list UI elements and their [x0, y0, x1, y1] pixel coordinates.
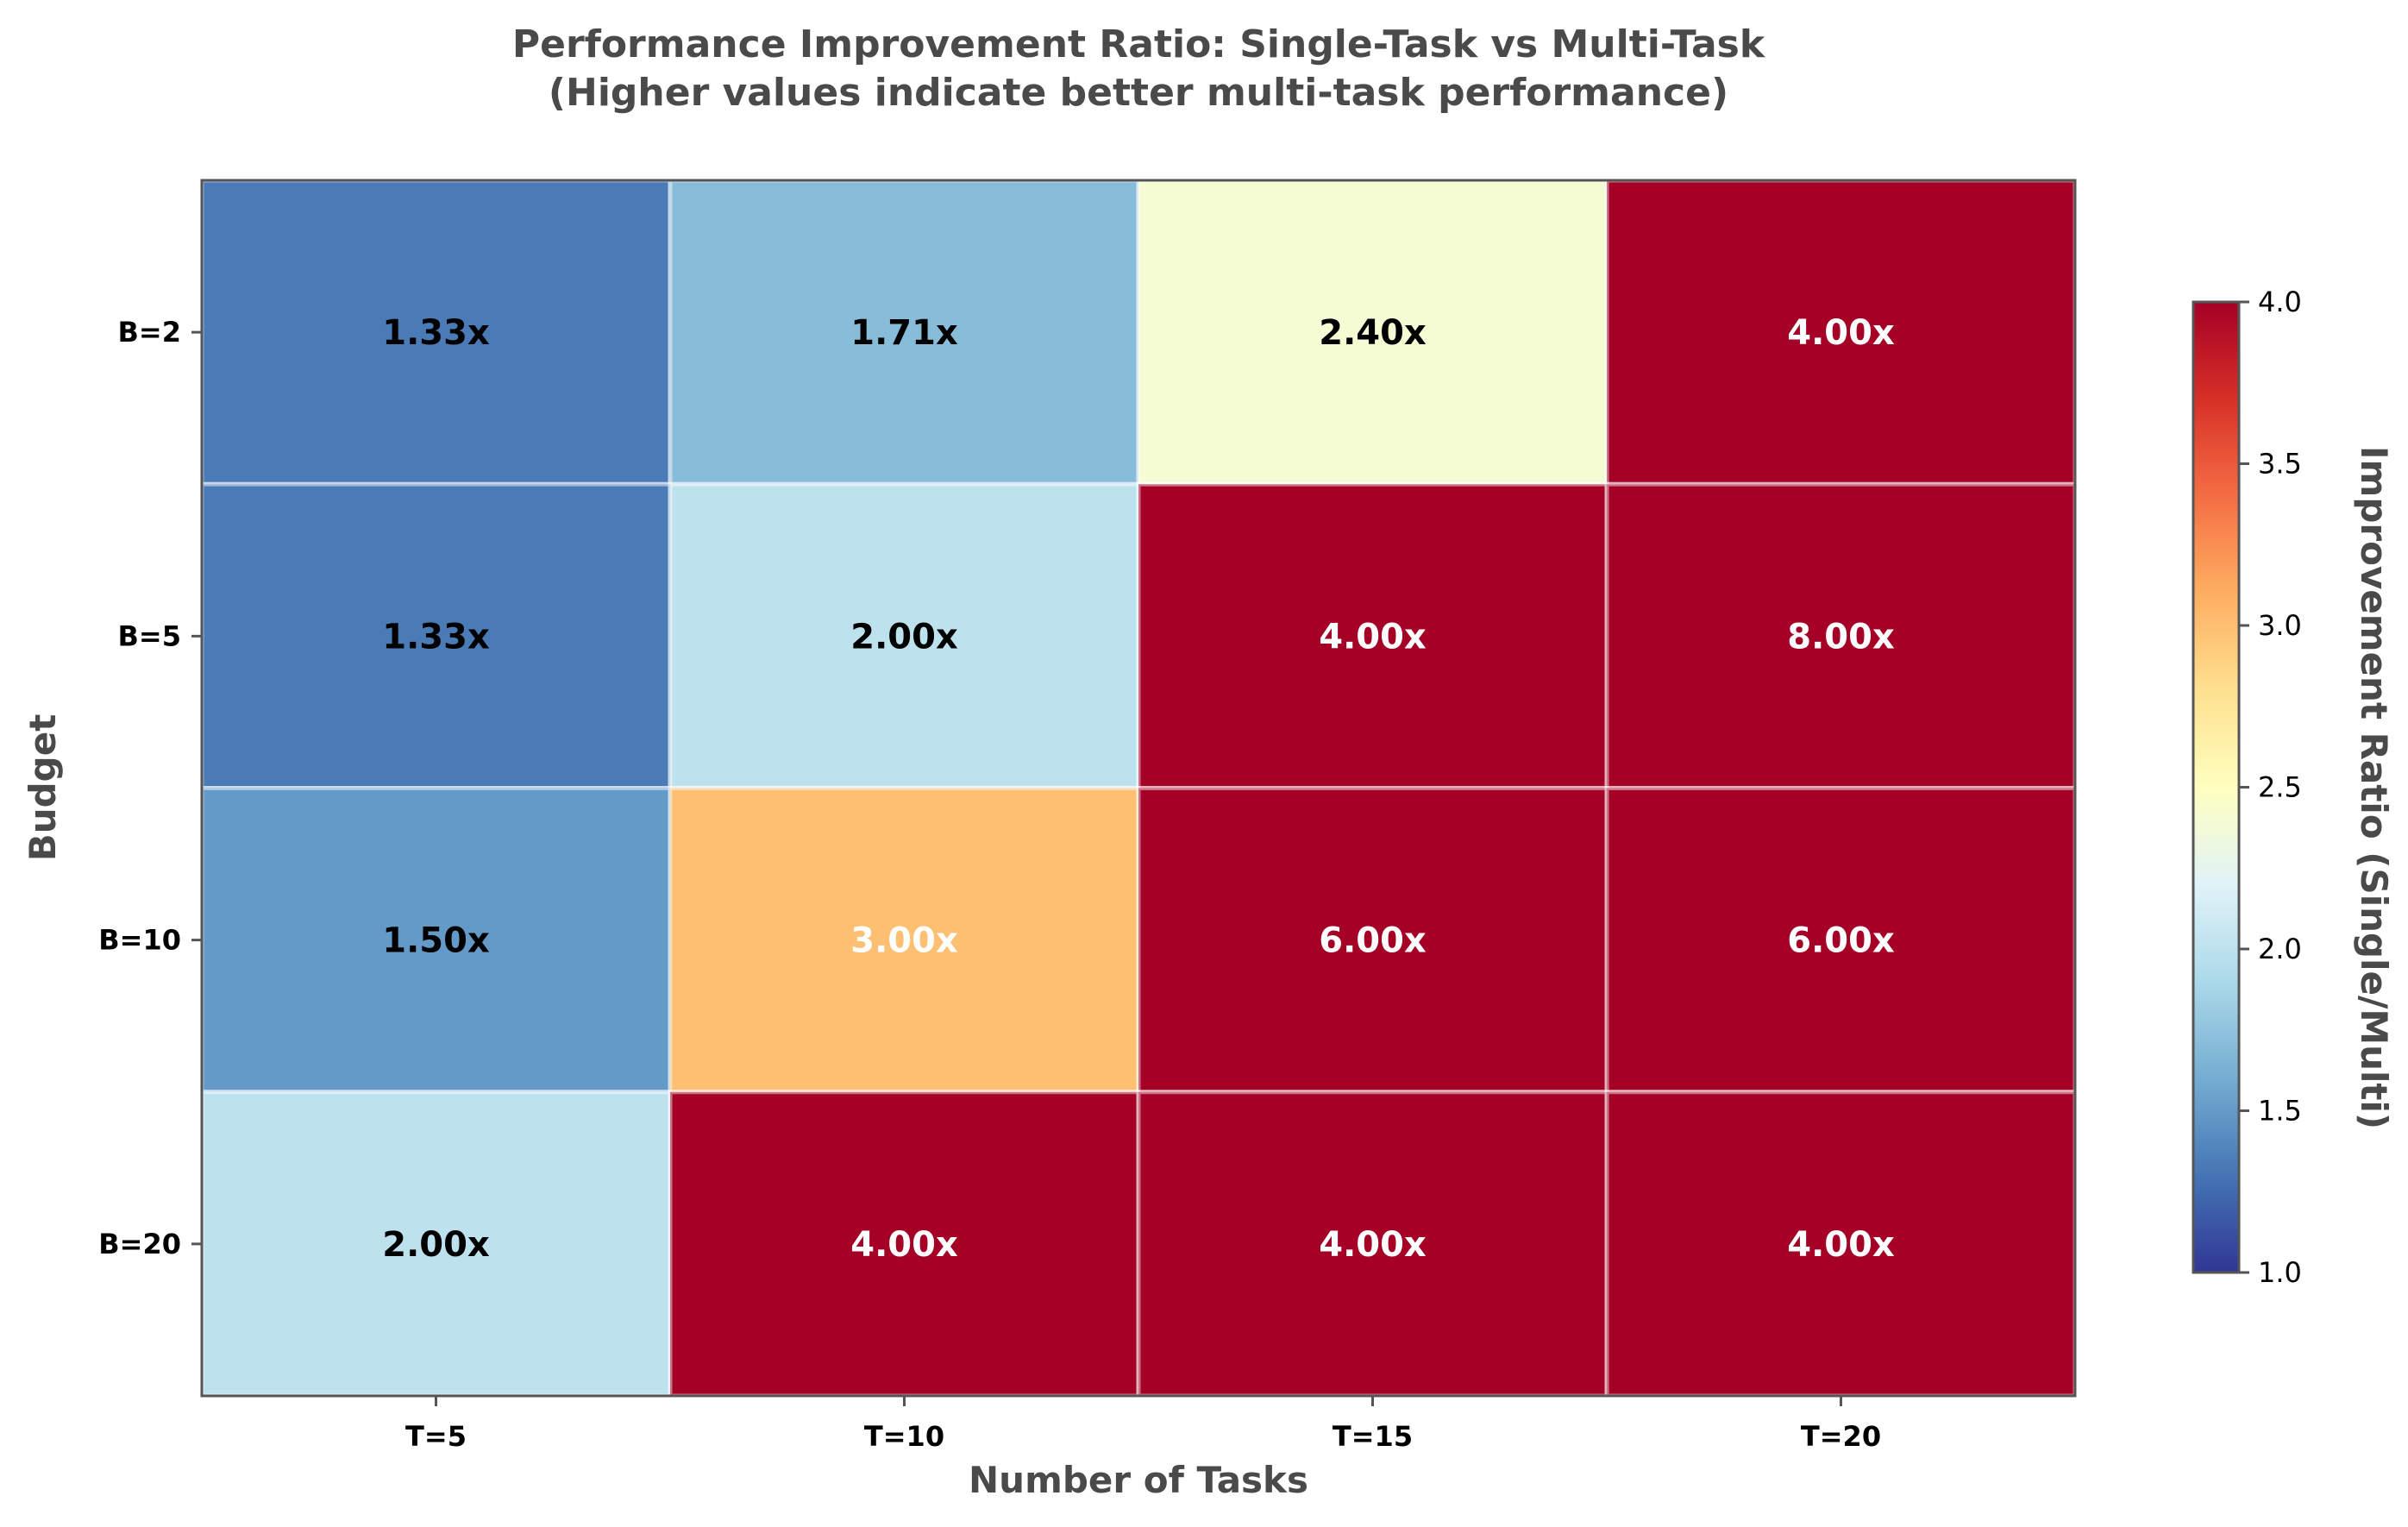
colorbar-tick-label: 4.0	[2258, 286, 2302, 318]
x-axis-ticks: T=5 T=10 T=15 T=20	[405, 1396, 1881, 1453]
heatmap-cell	[1604, 1090, 2078, 1398]
heatmap-cells	[199, 178, 2078, 1398]
colorbar	[2192, 300, 2241, 1274]
y-tick-label: B=20	[98, 1228, 181, 1260]
cell-value-label: 2.40x	[1319, 313, 1427, 353]
cell-value-label: 1.71x	[850, 313, 958, 353]
cell-value-label: 6.00x	[1319, 921, 1427, 961]
heatmap-cell	[199, 481, 673, 790]
colorbar-label: Improvement Ratio (Single/Multi)	[2353, 446, 2395, 1129]
heatmap-cell	[1604, 786, 2078, 1095]
colorbar-tick-label: 3.5	[2258, 448, 2302, 481]
cell-value-label: 4.00x	[1319, 617, 1427, 657]
y-tick-label: B=5	[118, 619, 181, 652]
colorbar-ticks: 1.0 1.5 2.0 2.5 3.0 3.5 4.0	[2239, 286, 2302, 1289]
x-axis-label: Number of Tasks	[969, 1459, 1308, 1501]
heatmap-cell	[199, 1090, 673, 1398]
colorbar-tick-label: 3.0	[2258, 609, 2302, 642]
heatmap-cell	[199, 178, 673, 487]
cell-value-label: 4.00x	[1319, 1225, 1427, 1265]
heatmap-cell	[1604, 481, 2078, 790]
y-tick-label: B=10	[98, 924, 181, 957]
chart-title-line2: (Higher values indicate better multi-tas…	[549, 71, 1728, 115]
y-tick-label: B=2	[118, 316, 181, 349]
y-axis-label: Budget	[22, 714, 64, 862]
colorbar-tick-label: 1.5	[2258, 1095, 2302, 1128]
cell-value-label: 4.00x	[1787, 1225, 1895, 1265]
colorbar-tick-label: 2.0	[2258, 933, 2302, 965]
plot-frame	[200, 179, 2077, 1398]
cell-value-label: 2.00x	[850, 617, 958, 657]
colorbar-tick-label: 1.0	[2258, 1256, 2302, 1289]
cell-value-label: 2.00x	[382, 1225, 490, 1265]
x-tick-label: T=5	[405, 1420, 467, 1453]
cell-value-label: 4.00x	[1787, 313, 1895, 353]
cell-value-label: 8.00x	[1787, 617, 1895, 657]
chart-title-line1: Performance Improvement Ratio: Single-Ta…	[512, 22, 1766, 66]
cell-value-label: 1.50x	[382, 921, 490, 961]
colorbar-tick-label: 2.5	[2258, 771, 2302, 804]
x-tick-label: T=20	[1801, 1420, 1881, 1453]
cell-value-label: 3.00x	[850, 921, 958, 961]
heatmap-cell	[668, 786, 1141, 1095]
heatmap-cell-labels: 1.33x 1.71x 2.40x 4.00x 1.33x 2.00x 4.00x 8.00x…	[382, 313, 1895, 1265]
x-tick-label: T=15	[1333, 1420, 1413, 1453]
cell-value-label: 1.33x	[382, 617, 490, 657]
heatmap-cell	[668, 1090, 1141, 1398]
heatmap-cell	[668, 481, 1141, 790]
cell-value-label: 1.33x	[382, 313, 490, 353]
heatmap-cell	[668, 178, 1141, 487]
cell-value-label: 6.00x	[1787, 921, 1895, 961]
y-axis-ticks: B=2 B=5 B=10 B=20	[98, 316, 202, 1260]
x-tick-label: T=10	[864, 1420, 944, 1453]
cell-value-label: 4.00x	[850, 1225, 958, 1265]
heatmap-cell	[1604, 178, 2078, 487]
